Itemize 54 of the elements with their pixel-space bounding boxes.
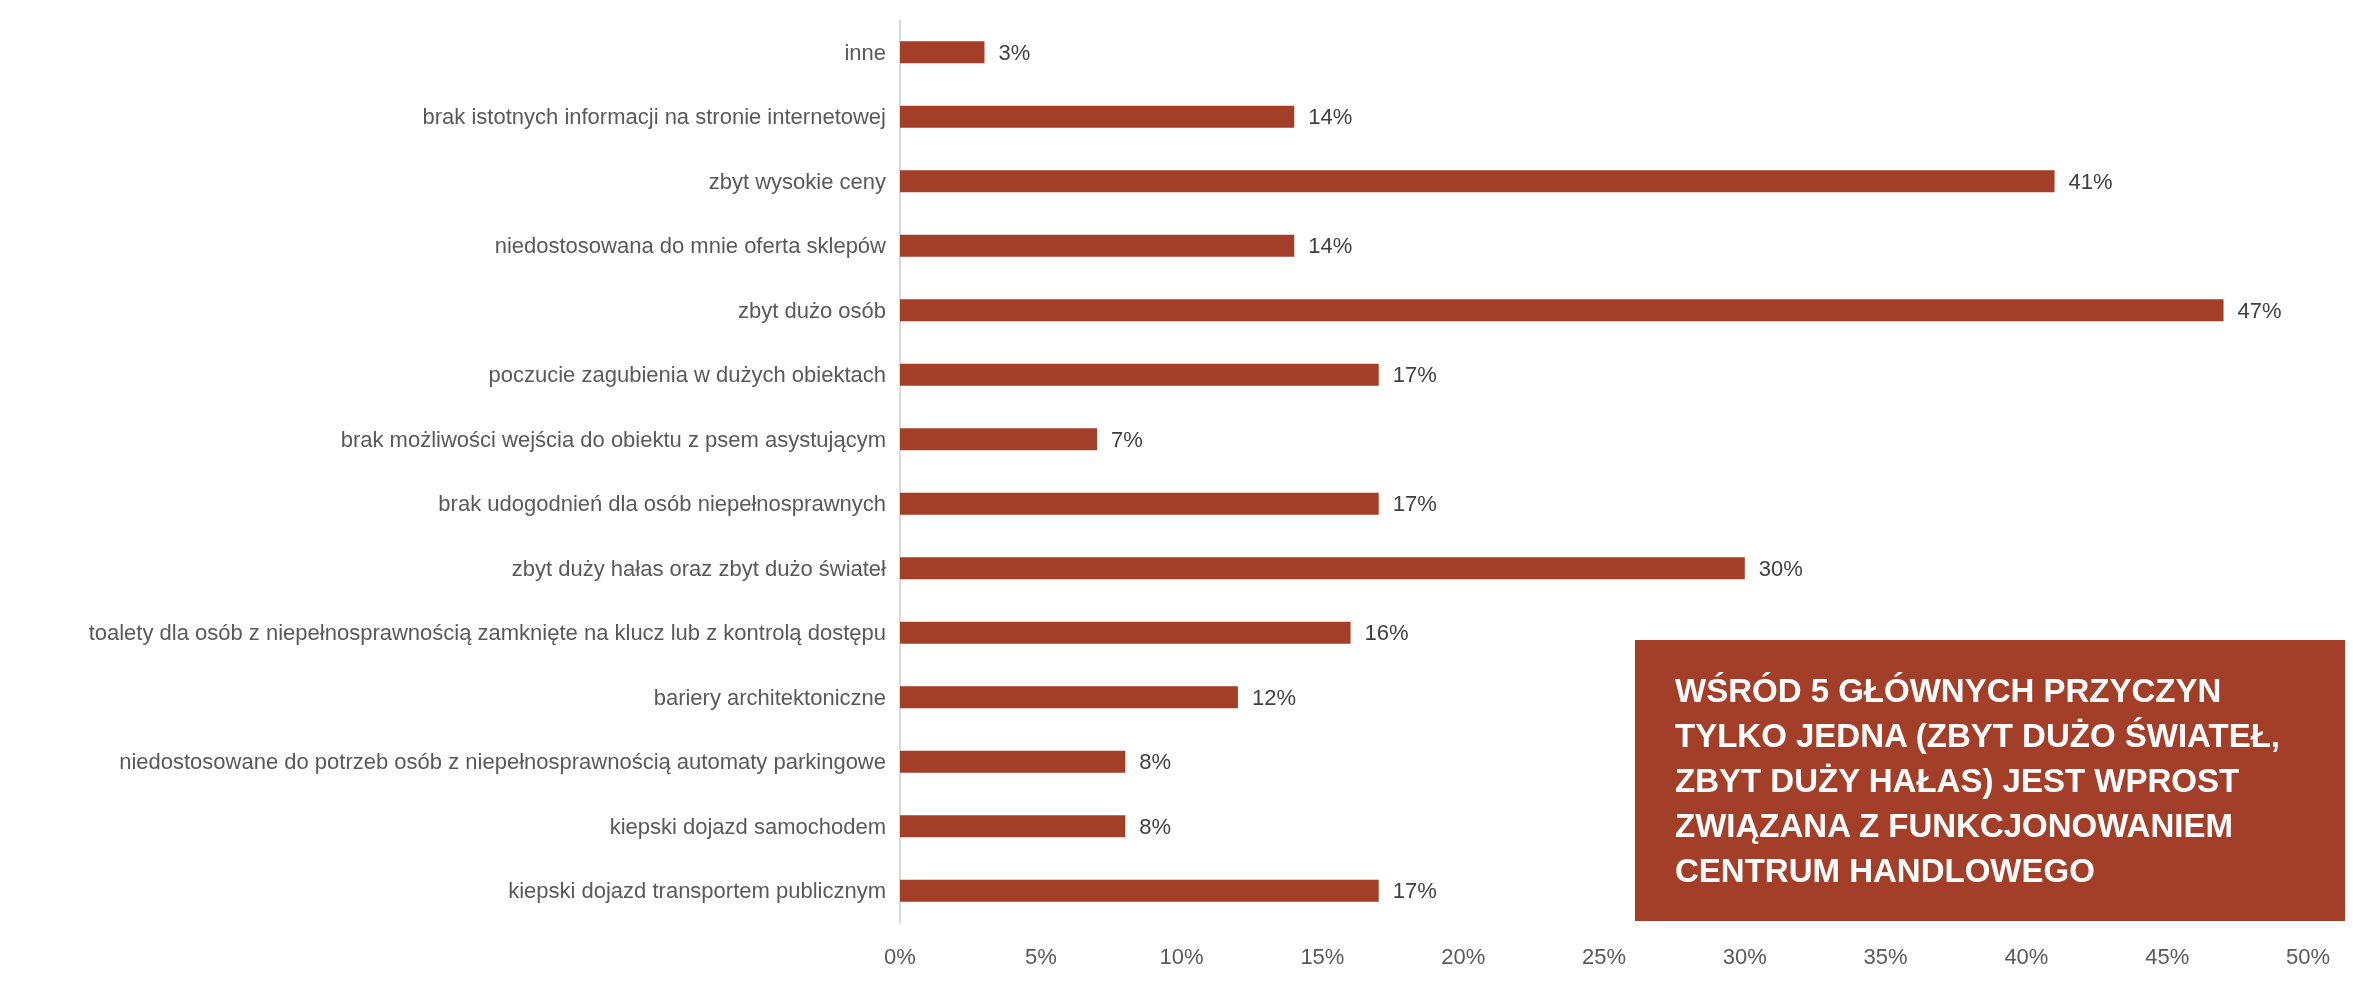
bar: [900, 621, 1351, 644]
data-label: 17%: [1392, 491, 1437, 517]
y-tick-label: kiepski dojazd transportem publicznym: [508, 878, 886, 904]
bar: [900, 299, 2224, 322]
x-tick-label: 5%: [1024, 943, 1057, 969]
y-tick-label: niedostosowane do potrzeb osób z niepełnosprawnością automaty parkingowe: [119, 749, 886, 775]
data-label: 47%: [2237, 297, 2282, 323]
bar: [900, 428, 1098, 451]
x-tick-label: 15%: [1300, 943, 1345, 969]
x-tick-label: 50%: [2285, 943, 2331, 969]
bar: [900, 750, 1126, 773]
y-tick-label: brak istotnych informacji na stronie internetowej: [422, 104, 886, 130]
y-tick-label: zbyt wysokie ceny: [708, 168, 886, 194]
bar: [900, 363, 1379, 386]
data-label: 14%: [1308, 104, 1353, 130]
x-tick-label: 35%: [1863, 943, 1908, 969]
bar: [900, 492, 1379, 515]
data-label: 17%: [1392, 878, 1437, 904]
data-label: 3%: [998, 39, 1031, 65]
y-tick-label: zbyt dużo osób: [738, 297, 886, 323]
y-tick-label: bariery architektoniczne: [653, 684, 886, 710]
data-label: 8%: [1139, 813, 1172, 839]
data-label: 8%: [1139, 749, 1172, 775]
y-tick-label: brak udogodnień dla osób niepełnosprawnych: [438, 491, 886, 517]
data-label: 17%: [1392, 362, 1437, 388]
data-label: 14%: [1308, 233, 1353, 259]
x-tick-label: 20%: [1441, 943, 1486, 969]
bar: [900, 234, 1295, 257]
bar: [900, 170, 2055, 193]
x-tick-label: 25%: [1581, 943, 1627, 969]
bar: [900, 815, 1126, 838]
bar: [900, 557, 1745, 580]
data-label: 12%: [1251, 684, 1296, 710]
bar: [900, 105, 1295, 128]
y-tick-label: zbyt duży hałas oraz zbyt dużo świateł: [511, 555, 887, 581]
data-label: 41%: [2068, 168, 2113, 194]
y-tick-label: brak możliwości wejścia do obiektu z psem asystującym: [340, 426, 886, 452]
y-tick-label: inne: [844, 39, 886, 65]
data-label: 16%: [1364, 620, 1409, 646]
y-tick-label: kiepski dojazd samochodem: [609, 813, 886, 839]
bar: [900, 879, 1379, 902]
y-tick-label: niedostosowana do mnie oferta sklepów: [494, 233, 887, 259]
data-label: 30%: [1758, 555, 1803, 581]
bar: [900, 41, 985, 64]
annotation: WŚRÓD 5 GŁÓWNYCH PRZYCZYN TYLKO JEDNA (ZBYT DUŻO ŚWIATEŁ, ZBYT DUŻY HAŁAS) JEST WPROST ZWIĄZANA Z FUNKCJONOWANIEM CENTRUM HANDLOWEGO: [1635, 640, 2345, 921]
x-tick-label: 0%: [884, 943, 916, 969]
y-tick-label: toalety dla osób z niepełnosprawnością zamknięte na klucz lub z kontrolą dostępu: [88, 620, 886, 646]
x-tick-label: 30%: [1722, 943, 1767, 969]
bar: [900, 686, 1238, 709]
x-tick-label: 45%: [2145, 943, 2190, 969]
x-tick-label: 10%: [1159, 943, 1204, 969]
data-label: 7%: [1111, 426, 1143, 452]
y-tick-label: poczucie zagubienia w dużych obiektach: [488, 362, 886, 388]
x-tick-label: 40%: [2004, 943, 2049, 969]
